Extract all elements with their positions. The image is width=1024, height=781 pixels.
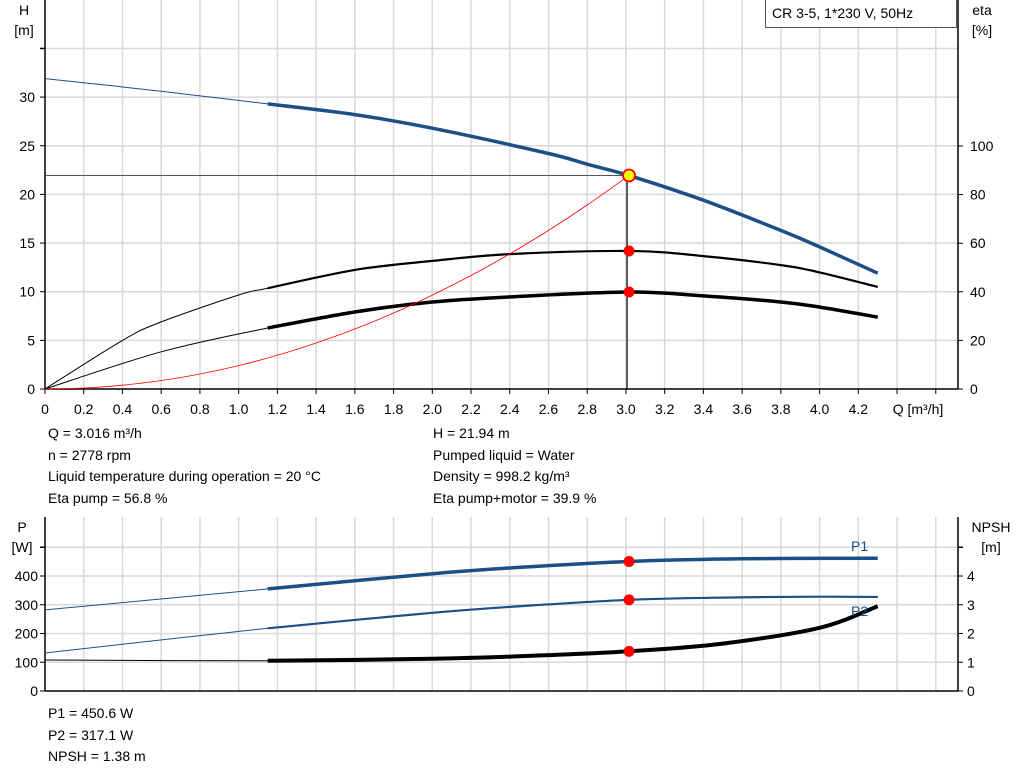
x-tick-label: 1.6 [345, 401, 365, 417]
x-tick-label: 2.6 [539, 401, 559, 417]
y2-tick-label: 0 [967, 683, 975, 699]
head-efficiency-chart: 0 0.2 0.4 0.6 0.8 1.0 1.2 1.4 1.6 1.8 2.0 2.2 2.4 2.6… [14, 0, 994, 417]
y-tick-label: 200 [15, 626, 39, 642]
npsh-curve-line [267, 604, 879, 663]
x-tick-label: 2.4 [500, 401, 520, 417]
p2-value: P2 = 317.1 W [48, 726, 134, 743]
pump-title-legend: CR 3-5, 1*230 V, 50Hz [765, 0, 957, 28]
y-axis-label: P [17, 519, 26, 535]
y2-tick-label: 0 [970, 381, 978, 397]
x-tick-label: 1.0 [229, 401, 249, 417]
eta-total-point [623, 286, 635, 298]
p2-point [623, 594, 635, 606]
y2-tick-label: 1 [967, 654, 975, 670]
y-tick-label: 10 [19, 284, 35, 300]
y2-axis-unit: [m] [981, 539, 1000, 555]
y2-tick-label: 40 [970, 284, 986, 300]
npsh-point [623, 645, 635, 657]
pumped-liquid-value: Pumped liquid = Water [433, 446, 575, 463]
y-tick-label: 5 [27, 332, 35, 348]
eta-pump-value: Eta pump = 56.8 % [48, 489, 168, 506]
y-tick-label: 300 [15, 597, 39, 613]
x-tick-label: 2.8 [577, 401, 597, 417]
y2-tick-label: 2 [967, 626, 975, 642]
liquid-temperature-value: Liquid temperature during operation = 20… [48, 468, 321, 484]
x-tick-label: 2.0 [423, 401, 443, 417]
x-tick-label: 0.8 [190, 401, 210, 417]
y2-tick-label: 3 [967, 597, 975, 613]
p1-value: P1 = 450.6 W [48, 705, 134, 721]
p2-curve-line [267, 595, 878, 630]
y-axis-unit: [m] [14, 22, 33, 38]
y2-tick-label: 80 [970, 187, 986, 203]
x-tick-label: 2.2 [461, 401, 481, 417]
p1-curve-label: P1 [851, 538, 868, 554]
x-tick-label: 4.0 [810, 401, 830, 417]
head-curve-line [267, 102, 879, 275]
p1-point [623, 555, 635, 567]
x-tick-label: 0 [41, 401, 49, 417]
eta-total-curve-line [267, 290, 879, 330]
density-value: Density = 998.2 kg/m³ [433, 468, 570, 484]
x-tick-label: 0.4 [113, 401, 133, 417]
x-tick-label: 3.8 [771, 401, 791, 417]
y-tick-label: 15 [19, 235, 35, 251]
x-tick-label: 3.2 [655, 401, 675, 417]
y2-axis-unit: [%] [972, 22, 992, 38]
p1-curve-thin [44, 557, 878, 611]
y-tick-label: 20 [19, 186, 35, 202]
y-tick-label: 25 [19, 138, 35, 154]
p1-curve-line [267, 556, 878, 591]
x-tick-label: 3.6 [732, 401, 752, 417]
head-value: H = 21.94 m [433, 425, 510, 441]
info-right-top: H = 21.94 m Pumped liquid = Water Densit… [433, 423, 596, 509]
y-axis-unit: [W] [12, 539, 33, 555]
y2-axis-label: NPSH [972, 519, 1011, 535]
npsh-value: NPSH = 1.38 m [48, 748, 146, 764]
x-tick-label: 1.4 [306, 401, 326, 417]
y-axis-label: H [19, 2, 29, 18]
x-tick-label: 3.4 [694, 401, 714, 417]
x-tick-label: 0.2 [74, 401, 94, 417]
eta-total-value: Eta pump+motor = 39.9 % [433, 489, 597, 506]
y-tick-label: 400 [15, 568, 39, 584]
x-tick-label: 0.6 [151, 401, 171, 417]
eta-pump-curve-line [267, 249, 878, 290]
eta-pump-point [623, 245, 635, 257]
y-tick-label: 0 [30, 683, 38, 699]
info-left-top: Q = 3.016 m³/h n = 2778 rpm Liquid tempe… [48, 423, 321, 509]
x-tick-label: 3.0 [616, 401, 636, 417]
x-tick-label: 1.2 [268, 401, 288, 417]
system-curve-line [44, 175, 630, 390]
power-npsh-chart: 0 100 200 300 400 0 1 2 3 4 P [W] NPSH [m] P1 P2 [12, 517, 1011, 699]
y-tick-label: 30 [19, 89, 35, 105]
x-tick-label: 1.8 [384, 401, 404, 417]
p2-curve-label: P2 [851, 603, 868, 619]
x-tick-label: 4.2 [849, 401, 869, 417]
flow-value: Q = 3.016 m³/h [48, 425, 142, 441]
y-tick-label: 0 [27, 381, 35, 397]
y2-tick-label: 60 [970, 235, 986, 251]
info-bottom: P1 = 450.6 W P2 = 317.1 W NPSH = 1.38 m [48, 703, 146, 768]
y2-tick-label: 20 [970, 332, 986, 348]
y2-axis-label: eta [972, 2, 992, 18]
eta-pump-curve-thin [44, 250, 878, 390]
x-axis-label: Q [m³/h] [893, 401, 944, 417]
y2-tick-label: 4 [967, 568, 975, 584]
y-tick-label: 100 [15, 654, 39, 670]
operating-point-marker [622, 168, 636, 183]
speed-value: n = 2778 rpm [48, 446, 131, 463]
y2-tick-label: 100 [970, 138, 994, 154]
